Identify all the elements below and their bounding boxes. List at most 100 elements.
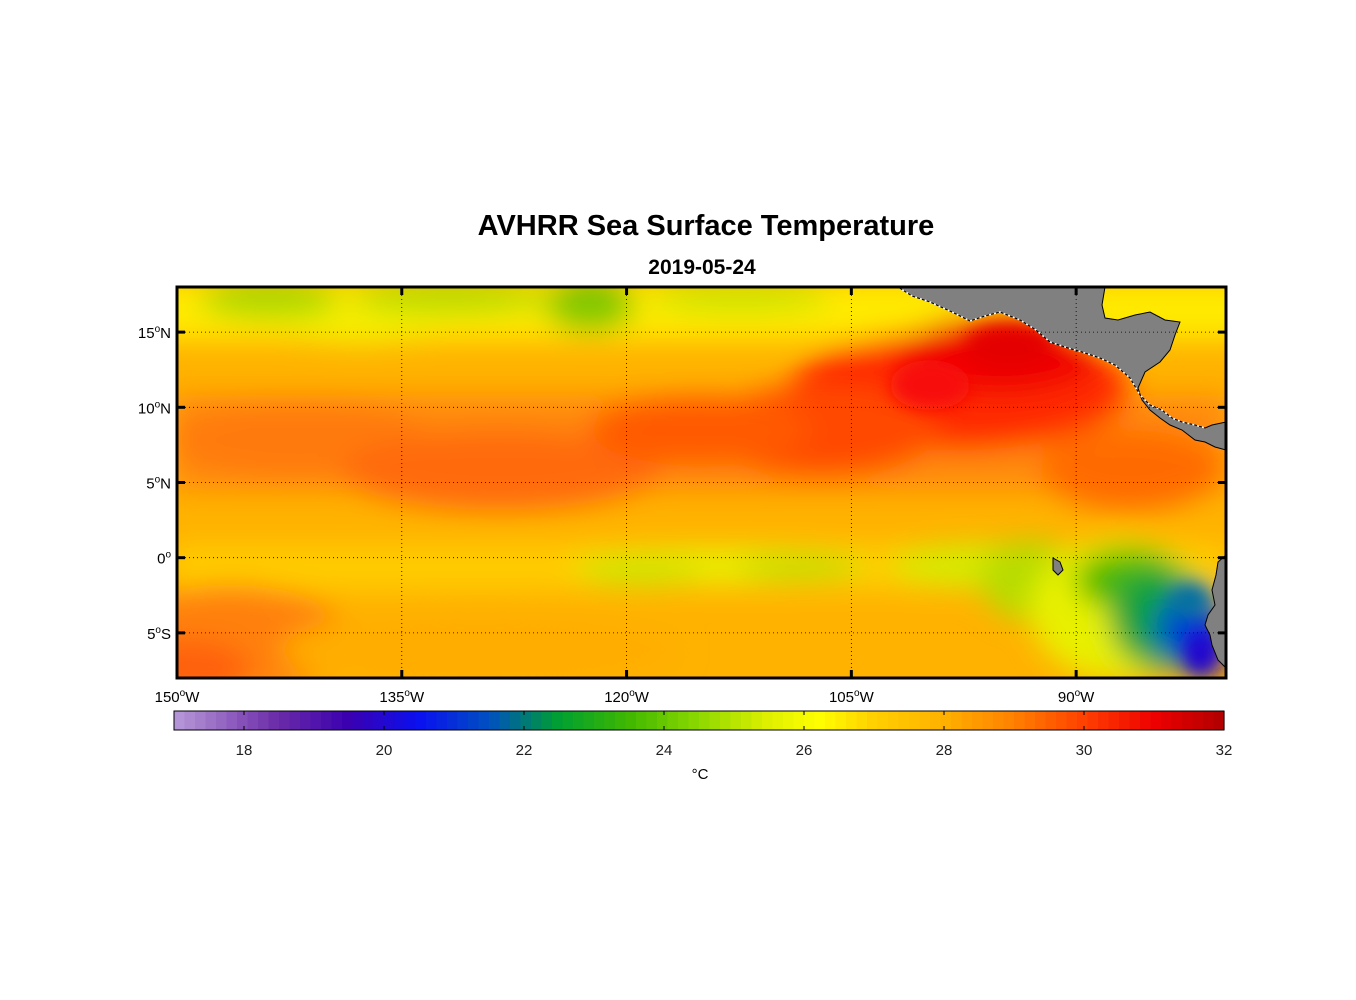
colorbar-frame <box>173 710 1225 731</box>
tick-label: 105oW <box>829 688 875 706</box>
colorbar-segment <box>1035 711 1047 730</box>
colorbar-segment <box>867 711 879 730</box>
colorbar-segment <box>216 711 228 730</box>
tick-label: 120oW <box>604 688 650 706</box>
colorbar-tick-label: 20 <box>376 742 393 759</box>
central-america-coast <box>897 287 1206 429</box>
colorbar-segment <box>1129 711 1141 730</box>
tick-label: 90oW <box>1058 688 1095 706</box>
island-land <box>1052 557 1064 576</box>
colorbar-segment <box>846 711 858 730</box>
colorbar-segment <box>804 711 816 730</box>
colorbar-segment <box>195 711 207 730</box>
figure-title: AVHRR Sea Surface Temperature <box>478 210 935 242</box>
colorbar-segment <box>646 711 658 730</box>
colorbar-segment <box>1182 711 1194 730</box>
colorbar-segment <box>793 711 805 730</box>
colorbar-tick-label: 22 <box>516 742 533 759</box>
colorbar-segment <box>730 711 742 730</box>
colorbar-segment <box>342 711 354 730</box>
colorbar-segment <box>583 711 595 730</box>
colorbar-segment <box>1024 711 1036 730</box>
colorbar-segment <box>961 711 973 730</box>
tick-label: 5oS <box>147 625 171 643</box>
colorbar-segment <box>384 711 396 730</box>
colorbar-segment <box>268 711 280 730</box>
colorbar-segment <box>394 711 406 730</box>
colorbar-segment <box>625 711 637 730</box>
colorbar-segment <box>1087 711 1099 730</box>
colorbar-segment <box>667 711 679 730</box>
colorbar-segment <box>1203 711 1215 730</box>
tick-label: 0o <box>157 550 171 568</box>
colorbar-segment <box>699 711 711 730</box>
colorbar-segment <box>814 711 826 730</box>
tick-label: 15oN <box>138 324 171 342</box>
colorbar-segment <box>510 711 522 730</box>
colorbar-segment <box>531 711 543 730</box>
colorbar-segment <box>615 711 627 730</box>
colorbar-segment <box>520 711 532 730</box>
colorbar-segment <box>1066 711 1078 730</box>
colorbar-segment <box>1077 711 1089 730</box>
colorbar-segment <box>562 711 574 730</box>
colorbar-segment <box>741 711 753 730</box>
colorbar-segment <box>405 711 417 730</box>
colorbar-segment <box>856 711 868 730</box>
colorbar-segment <box>772 711 784 730</box>
colorbar-segment <box>226 711 238 730</box>
colorbar-segment <box>457 711 469 730</box>
colorbar-segment <box>499 711 511 730</box>
colorbar-segment <box>751 711 763 730</box>
colorbar-segment <box>657 711 669 730</box>
colorbar-unit: °C <box>692 766 709 783</box>
colorbar-segment <box>363 711 375 730</box>
colorbar-segment <box>415 711 427 730</box>
figure-subtitle: 2019-05-24 <box>648 256 756 279</box>
colorbar-tick-label: 32 <box>1216 742 1233 759</box>
colorbar-segment <box>1098 711 1110 730</box>
colorbar-segment <box>1014 711 1026 730</box>
colorbar-segment <box>478 711 490 730</box>
colorbar-segment <box>289 711 301 730</box>
colorbar-segment <box>1150 711 1162 730</box>
colorbar-segment <box>919 711 931 730</box>
colorbar-segment <box>783 711 795 730</box>
colorbar-segment <box>898 711 910 730</box>
colorbar-segment <box>1045 711 1057 730</box>
colorbar-segment <box>604 711 616 730</box>
colorbar-segment <box>321 711 333 730</box>
colorbar-segment <box>489 711 501 730</box>
colorbar-segment <box>888 711 900 730</box>
colorbar-segment <box>205 711 217 730</box>
land-masses <box>897 287 1226 669</box>
colorbar-segment <box>541 711 553 730</box>
colorbar-segment <box>1003 711 1015 730</box>
colorbar-segment <box>279 711 291 730</box>
colorbar-segment <box>678 711 690 730</box>
tick-label: 5oN <box>146 475 171 493</box>
colorbar-segment <box>237 711 249 730</box>
axis-ticks: 150oW 135oW 120oW 105oW 90oW 15oN 10oN 5oN 0o 5oS <box>138 287 1226 706</box>
colorbar-segment <box>468 711 480 730</box>
colorbar-segment <box>552 711 564 730</box>
colorbar-tick-label: 28 <box>936 742 953 759</box>
colorbar-segment <box>573 711 585 730</box>
map-grid <box>177 287 1226 678</box>
colorbar-segment <box>877 711 889 730</box>
colorbar: 18 20 22 24 26 28 30 32 <box>173 710 1233 759</box>
colorbar-segment <box>1108 711 1120 730</box>
colorbar-segment <box>1161 711 1173 730</box>
colorbar-segment <box>762 711 774 730</box>
south-america-land <box>1204 554 1226 669</box>
colorbar-segment <box>720 711 732 730</box>
colorbar-segment <box>930 711 942 730</box>
colorbar-tick-label: 26 <box>796 742 813 759</box>
colorbar-segment <box>1192 711 1204 730</box>
colorbar-segment <box>951 711 963 730</box>
colorbar-segment <box>825 711 837 730</box>
colorbar-segment <box>594 711 606 730</box>
colorbar-segment <box>688 711 700 730</box>
colorbar-segment <box>709 711 721 730</box>
